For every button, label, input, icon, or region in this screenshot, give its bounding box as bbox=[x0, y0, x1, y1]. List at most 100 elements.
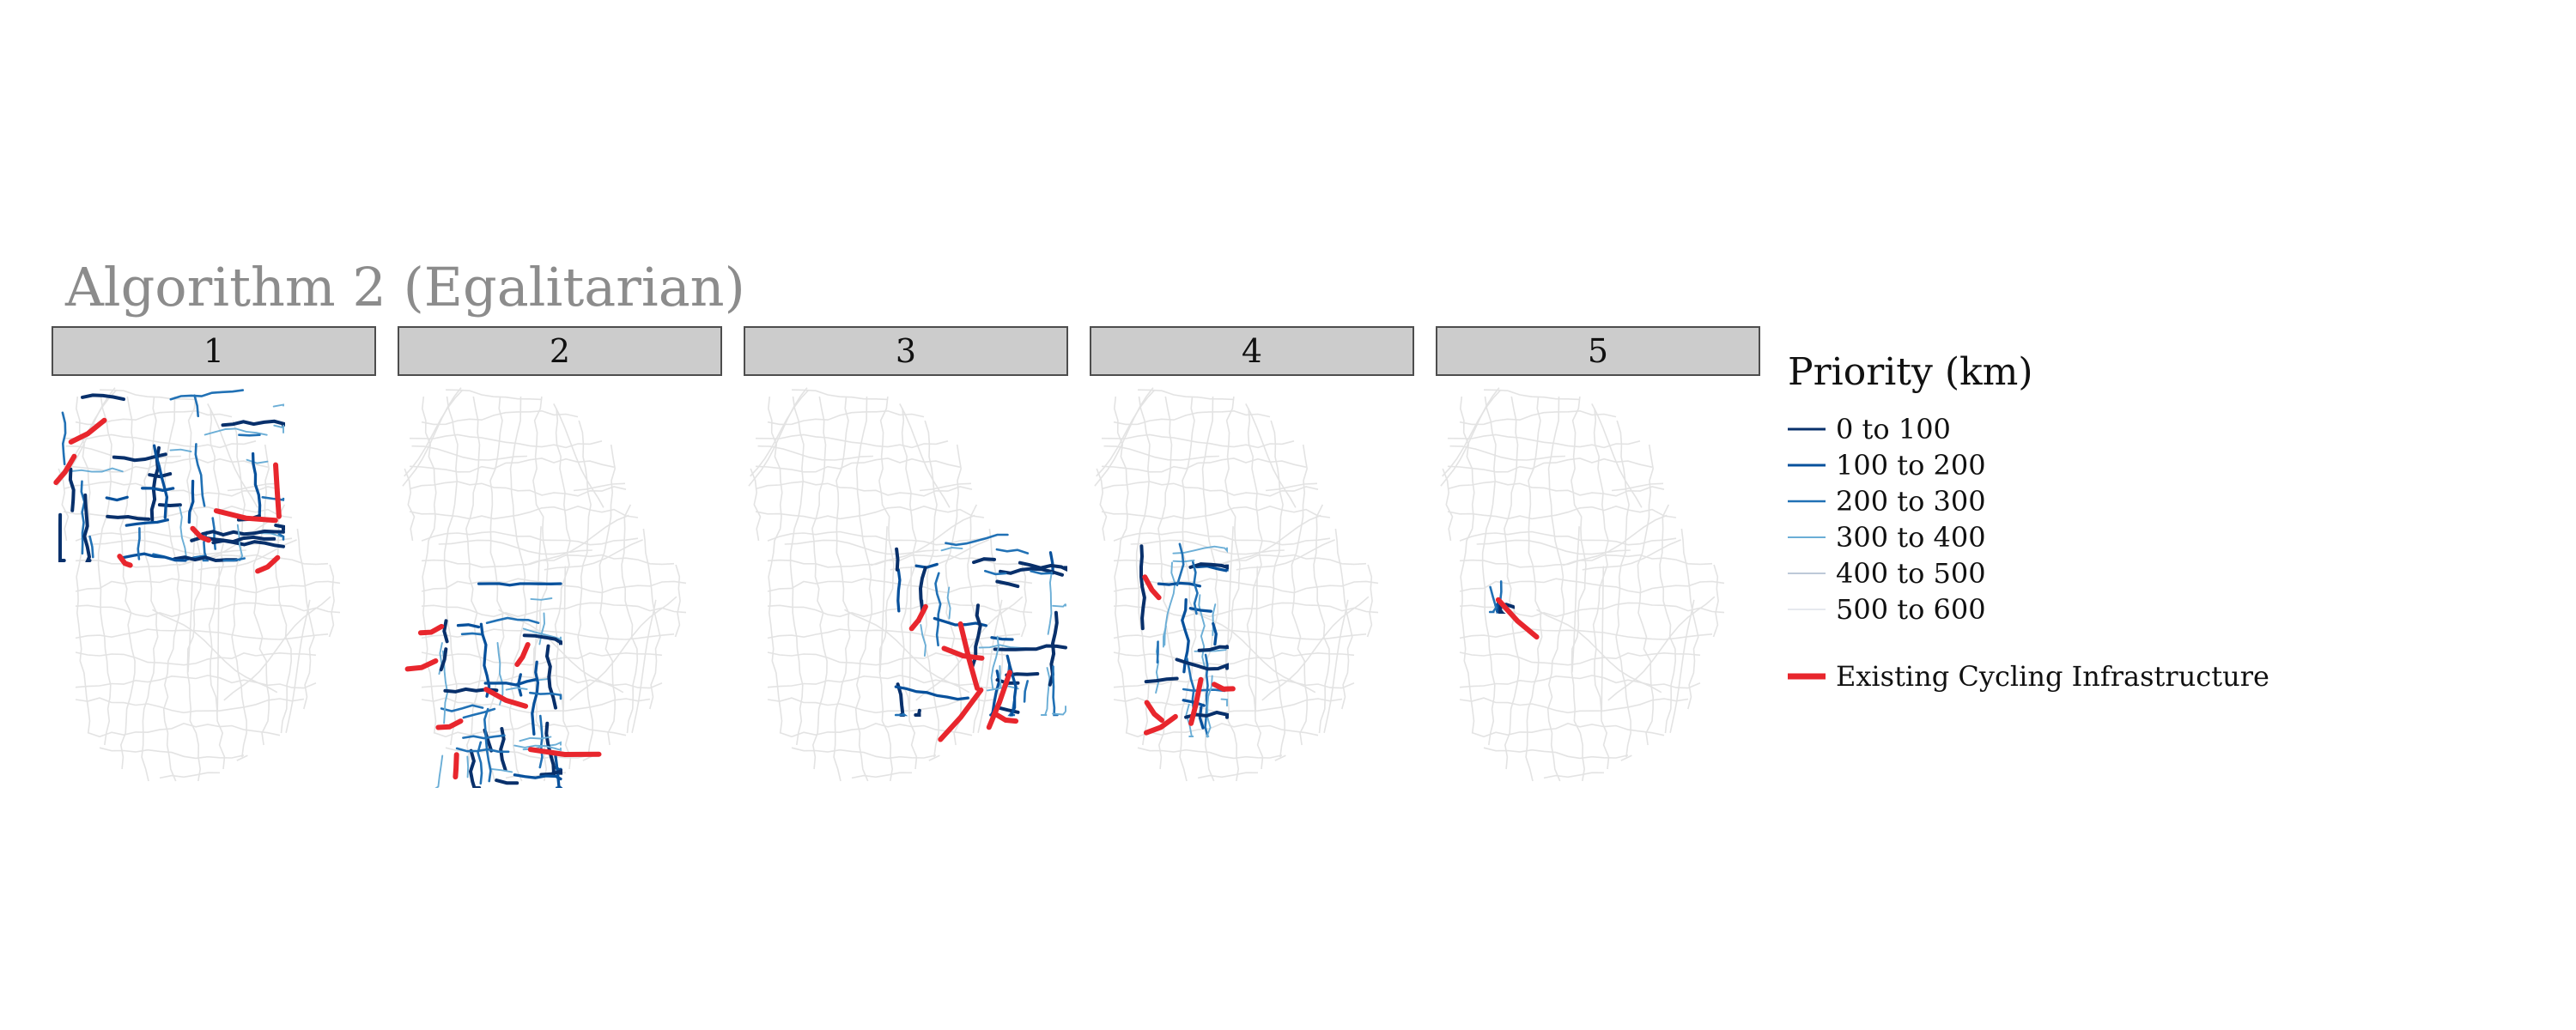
base-road bbox=[159, 772, 221, 779]
base-road-network bbox=[402, 387, 687, 782]
base-road bbox=[1442, 468, 1454, 542]
base-road bbox=[844, 609, 970, 694]
base-road bbox=[1245, 403, 1297, 508]
priority-road bbox=[201, 529, 285, 537]
base-road bbox=[75, 578, 341, 594]
base-road bbox=[642, 528, 661, 710]
priority-road bbox=[122, 552, 187, 562]
base-road bbox=[1591, 403, 1643, 508]
cycling-segment bbox=[1143, 713, 1178, 736]
base-road bbox=[409, 433, 603, 449]
priority-road bbox=[1198, 594, 1206, 669]
base-road bbox=[421, 675, 663, 689]
priority-road bbox=[513, 773, 562, 781]
priority-road bbox=[538, 612, 545, 645]
legend: Priority (km) 0 to 100 100 to 200 200 to… bbox=[1788, 350, 2269, 694]
base-road bbox=[1447, 433, 1641, 449]
priority-road bbox=[529, 691, 562, 700]
priority-road bbox=[70, 467, 124, 473]
base-road bbox=[767, 697, 997, 714]
map-panel-2 bbox=[402, 387, 687, 788]
base-road bbox=[755, 433, 949, 449]
base-road bbox=[569, 596, 677, 701]
base-road bbox=[791, 389, 889, 401]
existing-cycling-infrastructure bbox=[1495, 597, 1540, 640]
base-road bbox=[748, 387, 808, 487]
facet-label-5: 5 bbox=[1587, 332, 1609, 370]
base-road bbox=[870, 514, 975, 566]
priority-road bbox=[273, 424, 284, 433]
priority-road bbox=[1048, 551, 1054, 575]
priority-road bbox=[1197, 645, 1229, 652]
base-road bbox=[99, 747, 245, 760]
base-road bbox=[1459, 697, 1689, 714]
priority-road bbox=[914, 708, 921, 717]
base-road bbox=[1101, 481, 1319, 497]
base-road bbox=[409, 506, 639, 520]
priority-road bbox=[894, 712, 908, 717]
cycling-segment bbox=[514, 642, 531, 668]
priority-road bbox=[483, 677, 538, 687]
base-road bbox=[97, 396, 112, 746]
priority-road bbox=[505, 687, 528, 691]
priority-road bbox=[1212, 621, 1218, 646]
base-road bbox=[1483, 389, 1581, 401]
map-panel-4 bbox=[1094, 387, 1379, 782]
base-road bbox=[63, 433, 257, 449]
base-road-network bbox=[1094, 387, 1379, 782]
legend-item-4: 400 to 500 bbox=[1788, 555, 2269, 591]
base-road bbox=[1525, 396, 1543, 782]
base-road bbox=[433, 723, 627, 738]
base-road bbox=[532, 396, 549, 782]
base-road bbox=[1481, 396, 1497, 746]
priority-road bbox=[946, 586, 951, 620]
priority-road bbox=[194, 443, 206, 507]
base-road bbox=[553, 403, 605, 508]
priority-road bbox=[221, 419, 285, 427]
priority-road bbox=[187, 479, 195, 524]
map-panel-5 bbox=[1440, 387, 1725, 782]
priority-road bbox=[999, 664, 1002, 688]
cycling-segment bbox=[941, 645, 985, 661]
cycling-segment bbox=[190, 525, 211, 543]
base-road bbox=[1101, 433, 1295, 449]
priority-road bbox=[513, 741, 562, 748]
priority-road bbox=[495, 779, 519, 785]
cycling-segment bbox=[53, 453, 77, 486]
base-road bbox=[755, 506, 985, 520]
base-road bbox=[421, 554, 675, 568]
base-road bbox=[674, 564, 681, 638]
cycling-segment bbox=[1495, 597, 1540, 640]
base-road bbox=[890, 539, 989, 571]
base-road bbox=[833, 396, 851, 782]
base-road bbox=[1459, 396, 1475, 734]
base-road bbox=[1459, 675, 1701, 689]
facet-strip-1: 1 bbox=[52, 326, 376, 376]
priority-road bbox=[193, 394, 199, 418]
base-road bbox=[1113, 602, 1379, 618]
legend-swatch-5 bbox=[1788, 609, 1826, 610]
base-road bbox=[767, 396, 783, 734]
base-road bbox=[1190, 609, 1316, 694]
facet-strip-2: 2 bbox=[398, 326, 722, 376]
priority-road bbox=[61, 411, 67, 466]
base-road bbox=[63, 506, 293, 520]
base-road bbox=[879, 526, 888, 673]
base-road bbox=[1113, 409, 1271, 426]
priority-road bbox=[1488, 585, 1498, 614]
priority-road bbox=[477, 741, 483, 785]
legend-swatch-2 bbox=[1788, 500, 1826, 503]
priority-road bbox=[995, 548, 1030, 554]
priority-road bbox=[460, 632, 484, 636]
legend-item-5: 500 to 600 bbox=[1788, 591, 2269, 627]
priority-road bbox=[1023, 680, 1029, 703]
base-road bbox=[1291, 444, 1309, 746]
base-road bbox=[908, 566, 913, 712]
base-road bbox=[1101, 506, 1331, 520]
base-road bbox=[236, 754, 248, 761]
base-road bbox=[207, 403, 258, 508]
priority-road bbox=[238, 433, 261, 437]
priority-road bbox=[522, 627, 562, 641]
base-road bbox=[1137, 747, 1283, 760]
priority-road bbox=[1040, 667, 1051, 716]
